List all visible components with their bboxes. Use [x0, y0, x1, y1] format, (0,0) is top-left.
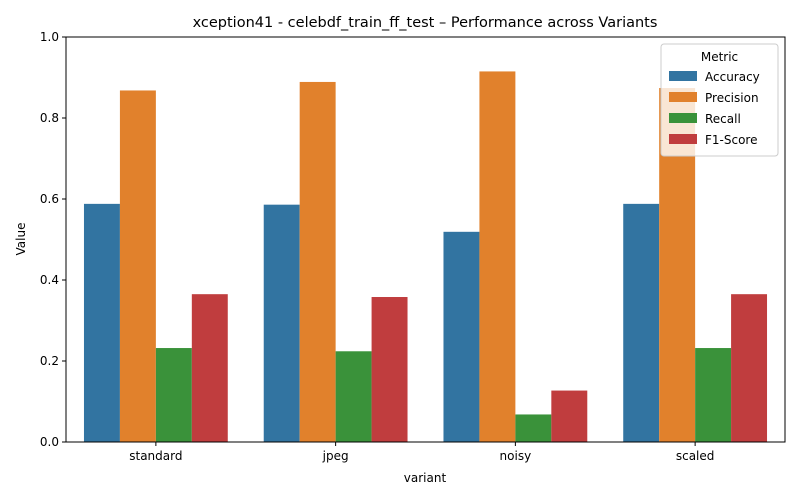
- legend-title: Metric: [701, 50, 738, 64]
- y-tick-label: 0.2: [40, 354, 59, 368]
- legend-swatch: [669, 92, 697, 102]
- bar-f1-score-jpeg: [371, 297, 408, 442]
- bar-recall-noisy: [515, 414, 552, 442]
- bar-accuracy-jpeg: [263, 204, 300, 442]
- legend-label: Recall: [705, 112, 741, 126]
- legend-swatch: [669, 134, 697, 144]
- x-tick-label: scaled: [676, 449, 715, 463]
- y-axis-label: Value: [14, 223, 28, 256]
- bar-precision-standard: [119, 90, 156, 443]
- bar-precision-noisy: [479, 71, 516, 443]
- legend: Metric Accuracy Precision Recall F1-Score: [660, 43, 779, 157]
- legend-label: F1-Score: [705, 133, 757, 147]
- plot-frame: [65, 36, 786, 443]
- bar-f1-score-scaled: [731, 294, 768, 442]
- legend-swatch: [669, 113, 697, 123]
- bar-accuracy-standard: [83, 203, 120, 442]
- bar-recall-standard: [155, 348, 192, 442]
- bar-accuracy-noisy: [443, 231, 480, 442]
- legend-label: Precision: [705, 91, 759, 105]
- legend-swatch: [669, 71, 697, 81]
- x-tick-label: jpeg: [322, 449, 349, 463]
- y-tick-label: 0.4: [40, 273, 59, 287]
- bar-accuracy-scaled: [623, 203, 660, 442]
- bars-group: [83, 71, 768, 443]
- y-tick-label: 0.0: [40, 435, 59, 449]
- bar-f1-score-standard: [191, 294, 228, 442]
- bar-f1-score-noisy: [551, 390, 588, 442]
- y-tick-label: 1.0: [40, 30, 59, 44]
- bar-recall-jpeg: [335, 351, 372, 442]
- x-axis-label: variant: [404, 471, 447, 485]
- bar-precision-jpeg: [299, 81, 336, 442]
- x-tick-label: noisy: [500, 449, 532, 463]
- bar-recall-scaled: [695, 348, 732, 442]
- y-tick-label: 0.6: [40, 192, 59, 206]
- x-tick-label: standard: [129, 449, 182, 463]
- axes-group: 0.0 0.2 0.4 0.6 0.8 1.0 standard jpeg noisy scale…: [40, 30, 786, 463]
- legend-label: Accuracy: [705, 70, 760, 84]
- chart-title: xception41 - celebdf_train_ff_test – Per…: [193, 15, 658, 31]
- y-tick-label: 0.8: [40, 111, 59, 125]
